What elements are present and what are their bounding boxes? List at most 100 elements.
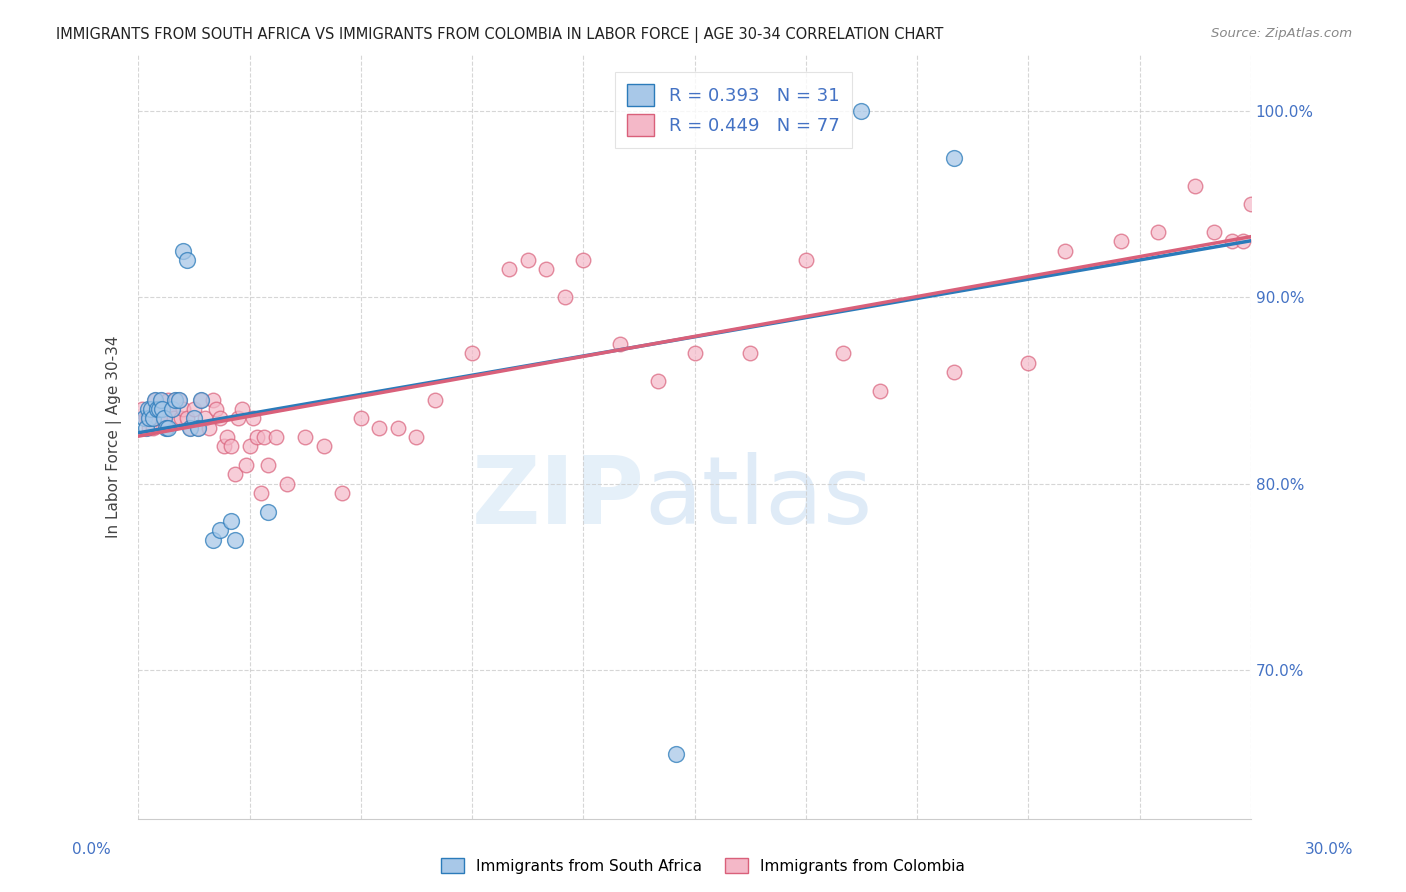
Text: ZIP: ZIP [471, 452, 644, 544]
Point [179, 421, 201, 435]
Point [231, 402, 253, 417]
Point [609, 337, 631, 351]
Point [224, 533, 246, 547]
Point [219, 439, 242, 453]
Point [149, 392, 172, 407]
Point [148, 402, 170, 417]
Point [572, 253, 595, 268]
Point [246, 430, 269, 444]
Point [176, 411, 198, 425]
Point [143, 392, 166, 407]
Point [851, 103, 873, 118]
Point [160, 402, 183, 417]
Point [253, 430, 276, 444]
Point [1220, 235, 1243, 249]
Point [201, 392, 224, 407]
Point [155, 421, 177, 435]
Text: 0.0%: 0.0% [72, 842, 111, 856]
Point [228, 411, 250, 425]
Point [187, 421, 209, 435]
Text: 30.0%: 30.0% [1305, 842, 1353, 856]
Point [554, 290, 576, 304]
Point [943, 151, 966, 165]
Point [153, 411, 176, 425]
Point [152, 411, 174, 425]
Point [138, 411, 160, 425]
Point [350, 411, 373, 425]
Point [143, 392, 166, 407]
Text: atlas: atlas [644, 452, 873, 544]
Point [138, 421, 160, 435]
Point [387, 421, 409, 435]
Point [155, 421, 177, 435]
Text: Source: ZipAtlas.com: Source: ZipAtlas.com [1212, 27, 1353, 40]
Point [665, 747, 688, 761]
Point [149, 392, 172, 407]
Point [683, 346, 706, 360]
Point [516, 253, 538, 268]
Point [167, 392, 190, 407]
Point [172, 402, 194, 417]
Point [187, 421, 209, 435]
Point [136, 402, 159, 417]
Point [132, 411, 155, 425]
Point [312, 439, 335, 453]
Point [1184, 178, 1206, 193]
Point [1202, 225, 1225, 239]
Point [217, 430, 239, 444]
Point [239, 439, 262, 453]
Point [131, 402, 153, 417]
Point [194, 411, 217, 425]
Point [461, 346, 484, 360]
Point [740, 346, 762, 360]
Point [146, 402, 169, 417]
Point [162, 411, 184, 425]
Point [264, 430, 287, 444]
Point [176, 253, 198, 268]
Point [190, 392, 212, 407]
Point [1147, 225, 1170, 239]
Legend: Immigrants from South Africa, Immigrants from Colombia: Immigrants from South Africa, Immigrants… [434, 852, 972, 880]
Point [869, 384, 891, 398]
Legend: R = 0.393   N = 31, R = 0.449   N = 77: R = 0.393 N = 31, R = 0.449 N = 77 [614, 72, 852, 148]
Point [135, 421, 157, 435]
Point [165, 392, 187, 407]
Point [183, 402, 205, 417]
Point [165, 392, 187, 407]
Point [201, 533, 224, 547]
Point [208, 523, 231, 537]
Point [183, 411, 205, 425]
Point [794, 253, 817, 268]
Point [294, 430, 316, 444]
Point [276, 476, 298, 491]
Point [405, 430, 427, 444]
Point [152, 402, 174, 417]
Point [647, 374, 669, 388]
Point [242, 411, 264, 425]
Point [1232, 235, 1254, 249]
Point [141, 402, 163, 417]
Point [159, 402, 181, 417]
Point [157, 392, 180, 407]
Point [172, 244, 194, 258]
Point [157, 421, 180, 435]
Point [142, 421, 165, 435]
Point [1240, 197, 1263, 211]
Point [141, 411, 163, 425]
Point [205, 402, 228, 417]
Point [249, 486, 271, 500]
Point [160, 402, 183, 417]
Point [257, 458, 280, 472]
Y-axis label: In Labor Force | Age 30-34: In Labor Force | Age 30-34 [107, 335, 122, 539]
Point [1109, 235, 1132, 249]
Point [224, 467, 246, 482]
Point [146, 411, 169, 425]
Point [536, 262, 558, 277]
Text: IMMIGRANTS FROM SOUTH AFRICA VS IMMIGRANTS FROM COLOMBIA IN LABOR FORCE | AGE 30: IMMIGRANTS FROM SOUTH AFRICA VS IMMIGRAN… [56, 27, 943, 43]
Point [208, 411, 231, 425]
Point [179, 421, 201, 435]
Point [136, 411, 159, 425]
Point [1017, 355, 1039, 369]
Point [170, 411, 193, 425]
Point [142, 411, 165, 425]
